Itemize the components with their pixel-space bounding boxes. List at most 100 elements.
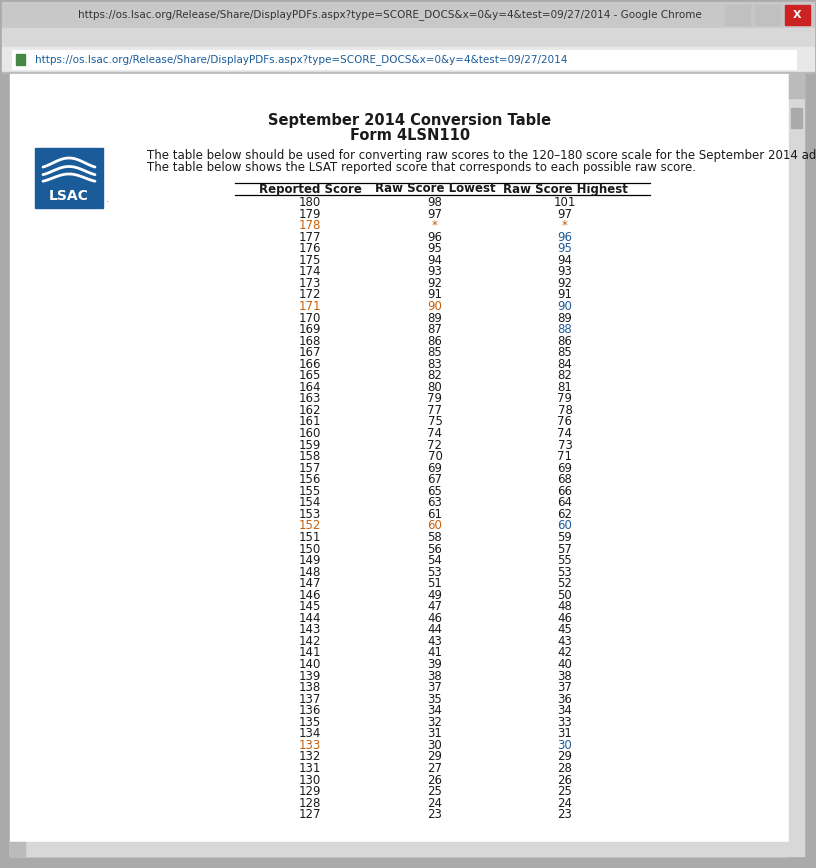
Text: 27: 27: [428, 762, 442, 775]
Text: 23: 23: [428, 808, 442, 821]
Text: 156: 156: [299, 473, 322, 486]
Text: 166: 166: [299, 358, 322, 371]
Text: 158: 158: [299, 450, 322, 464]
Text: 36: 36: [557, 693, 573, 706]
Text: 41: 41: [428, 647, 442, 660]
Text: 159: 159: [299, 438, 322, 451]
Text: 87: 87: [428, 323, 442, 336]
Text: 62: 62: [557, 508, 573, 521]
Text: 65: 65: [428, 484, 442, 497]
Text: 49: 49: [428, 589, 442, 602]
Text: 26: 26: [428, 773, 442, 786]
Text: 72: 72: [428, 438, 442, 451]
Text: 95: 95: [428, 242, 442, 255]
Text: 79: 79: [428, 392, 442, 405]
Text: 77: 77: [428, 404, 442, 417]
Text: 82: 82: [428, 369, 442, 382]
Text: 28: 28: [557, 762, 573, 775]
Text: 89: 89: [557, 312, 573, 325]
Text: 128: 128: [299, 797, 322, 810]
Text: 43: 43: [557, 635, 573, 648]
Text: 79: 79: [557, 392, 573, 405]
Bar: [2, 2, 814, 28]
Text: 154: 154: [299, 496, 322, 510]
Text: 44: 44: [428, 623, 442, 636]
Text: 38: 38: [557, 669, 572, 682]
Bar: [725, 5, 750, 25]
Text: 97: 97: [557, 207, 573, 220]
Text: 48: 48: [557, 601, 573, 614]
Text: 34: 34: [428, 704, 442, 717]
Text: The table below should be used for converting raw scores to the 120–180 score sc: The table below should be used for conve…: [147, 148, 816, 161]
Bar: [35, 148, 103, 208]
Text: 101: 101: [554, 196, 576, 209]
Text: 165: 165: [299, 369, 322, 382]
Text: 163: 163: [299, 392, 322, 405]
Text: 172: 172: [299, 288, 322, 301]
Text: 147: 147: [299, 577, 322, 590]
Text: 46: 46: [557, 612, 573, 625]
Text: 149: 149: [299, 554, 322, 567]
Text: 140: 140: [299, 658, 322, 671]
Text: Form 4LSN110: Form 4LSN110: [350, 128, 470, 142]
Text: 137: 137: [299, 693, 322, 706]
Text: 152: 152: [299, 519, 322, 532]
Text: 34: 34: [557, 704, 573, 717]
Text: X: X: [792, 10, 801, 20]
Text: 144: 144: [299, 612, 322, 625]
Text: 56: 56: [428, 542, 442, 556]
Text: 88: 88: [557, 323, 572, 336]
Text: 174: 174: [299, 266, 322, 279]
Text: LSAC: LSAC: [49, 189, 89, 203]
Text: 161: 161: [299, 416, 322, 429]
Text: 40: 40: [557, 658, 573, 671]
Text: 75: 75: [428, 416, 442, 429]
Text: 53: 53: [428, 566, 442, 579]
Text: Reported Score: Reported Score: [259, 182, 361, 195]
Text: 133: 133: [299, 739, 322, 752]
Text: 89: 89: [428, 312, 442, 325]
Text: 61: 61: [428, 508, 442, 521]
Text: 58: 58: [428, 531, 442, 544]
Text: 60: 60: [557, 519, 573, 532]
Text: 76: 76: [557, 416, 573, 429]
Text: 30: 30: [428, 739, 442, 752]
Text: 84: 84: [557, 358, 573, 371]
Text: 25: 25: [557, 785, 573, 798]
Text: 134: 134: [299, 727, 322, 740]
Bar: [16, 54, 25, 65]
Text: 150: 150: [299, 542, 322, 556]
Text: 69: 69: [428, 462, 442, 475]
Text: 66: 66: [557, 484, 573, 497]
Text: 136: 136: [299, 704, 322, 717]
Text: 162: 162: [299, 404, 322, 417]
Text: 175: 175: [299, 253, 322, 266]
Bar: [785, 5, 810, 25]
Text: 157: 157: [299, 462, 322, 475]
Text: 38: 38: [428, 669, 442, 682]
Text: 31: 31: [428, 727, 442, 740]
Text: 127: 127: [299, 808, 322, 821]
Text: *: *: [432, 219, 438, 232]
Text: 69: 69: [557, 462, 573, 475]
Text: 35: 35: [428, 693, 442, 706]
Text: 155: 155: [299, 484, 322, 497]
Text: 52: 52: [557, 577, 573, 590]
Text: 160: 160: [299, 427, 322, 440]
Text: 37: 37: [557, 681, 573, 694]
Text: 145: 145: [299, 601, 322, 614]
Bar: [2, 47, 814, 72]
Text: 86: 86: [557, 334, 573, 347]
Text: 32: 32: [428, 716, 442, 729]
Text: 167: 167: [299, 346, 322, 359]
Text: 29: 29: [428, 751, 442, 764]
Text: 24: 24: [557, 797, 573, 810]
Text: 143: 143: [299, 623, 322, 636]
Bar: [789, 74, 804, 856]
Text: 54: 54: [428, 554, 442, 567]
Text: 92: 92: [428, 277, 442, 290]
Text: 90: 90: [557, 300, 573, 313]
Text: 168: 168: [299, 334, 322, 347]
Text: 67: 67: [428, 473, 442, 486]
Text: 135: 135: [299, 716, 322, 729]
